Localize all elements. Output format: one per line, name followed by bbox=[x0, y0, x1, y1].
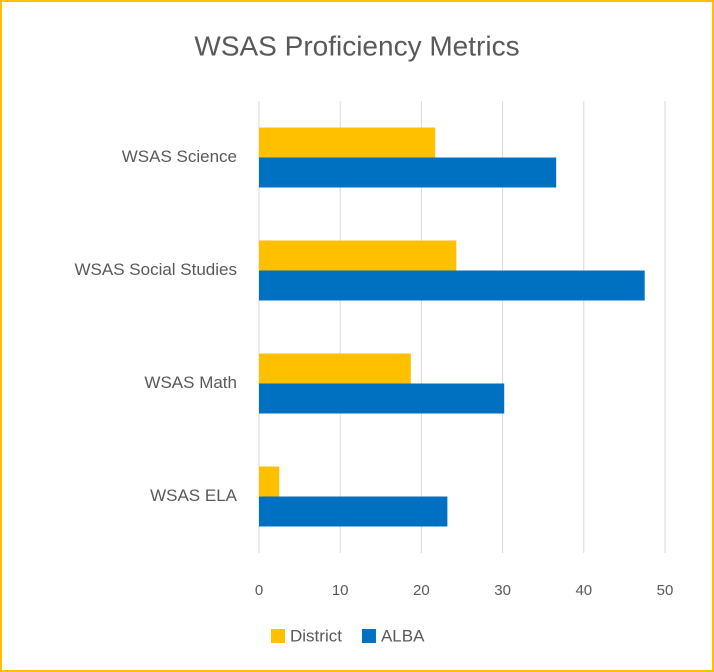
bar bbox=[259, 270, 645, 301]
chart-title: WSAS Proficiency Metrics bbox=[194, 30, 519, 61]
x-tick-label: 0 bbox=[255, 582, 263, 599]
y-tick-label: WSAS Science bbox=[122, 147, 237, 166]
bar bbox=[259, 157, 557, 188]
bar bbox=[259, 127, 436, 158]
bar bbox=[259, 466, 280, 497]
x-tick-label: 30 bbox=[494, 582, 511, 599]
legend-swatch bbox=[361, 629, 376, 643]
y-tick-label: WSAS Social Studies bbox=[74, 260, 237, 279]
x-tick-label: 40 bbox=[575, 582, 592, 599]
bar bbox=[259, 496, 448, 527]
bar bbox=[259, 383, 505, 414]
legend-swatch bbox=[271, 629, 285, 643]
legend-label: ALBA bbox=[381, 626, 425, 645]
x-tick-label: 50 bbox=[657, 582, 674, 599]
legend-label: District bbox=[290, 626, 342, 645]
x-tick-label: 20 bbox=[413, 582, 430, 599]
y-tick-label: WSAS Math bbox=[144, 373, 237, 392]
y-tick-label: WSAS ELA bbox=[150, 486, 238, 505]
bar bbox=[259, 353, 411, 384]
bar bbox=[259, 240, 457, 271]
x-tick-label: 10 bbox=[332, 582, 349, 599]
